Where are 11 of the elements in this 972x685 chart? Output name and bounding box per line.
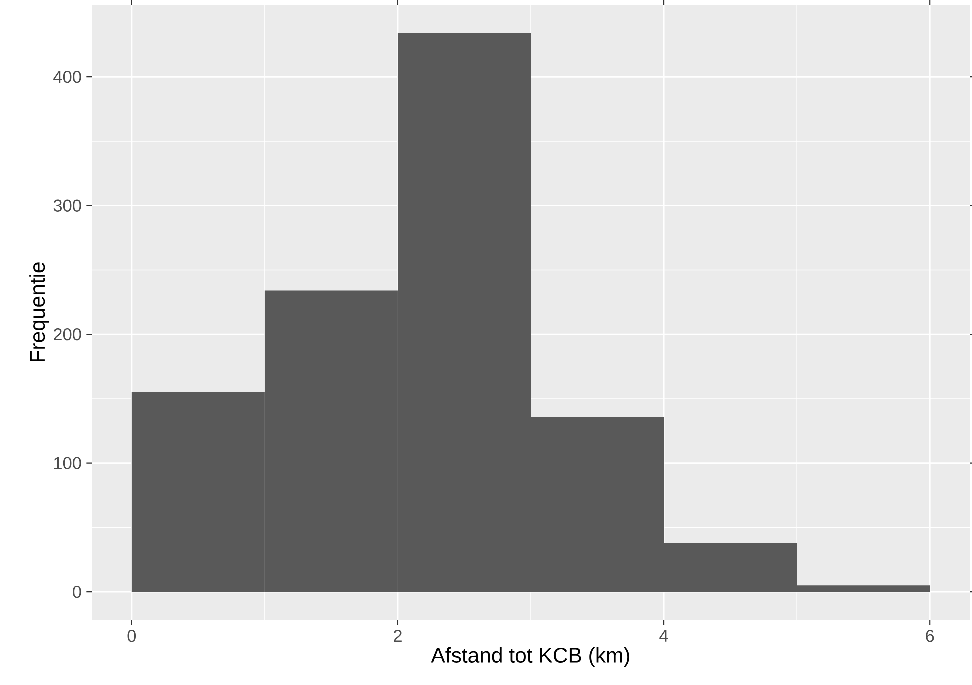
y-tick-label: 200 <box>54 328 82 341</box>
y-axis-title: Frequentie <box>30 262 50 362</box>
x-tick-label: 6 <box>926 630 934 642</box>
x-tick-label: 4 <box>660 630 668 642</box>
y-tick-label: 100 <box>54 457 82 470</box>
x-tick-label: 0 <box>128 630 136 642</box>
x-axis-title: Afstand tot KCB (km) <box>431 647 630 668</box>
x-tick-label: 2 <box>394 630 402 642</box>
y-tick-label: 300 <box>54 200 82 212</box>
y-tick-label: 0 <box>73 586 82 598</box>
y-tick-label: 400 <box>54 70 82 84</box>
